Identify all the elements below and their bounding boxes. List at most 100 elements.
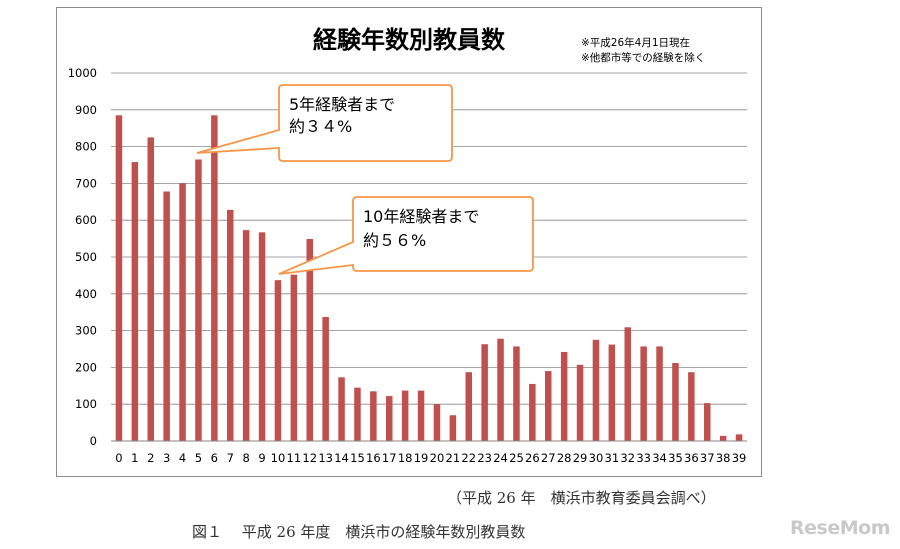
- bar-year-13: [322, 316, 329, 441]
- bar-year-4: [179, 183, 186, 441]
- bar-year-32: [624, 327, 631, 441]
- callout-line-2: 約５６%: [363, 231, 426, 250]
- callout-line-2: 約３４%: [289, 117, 352, 136]
- bar-year-25: [513, 346, 520, 441]
- bar-year-5: [195, 159, 202, 442]
- bar-year-14: [338, 377, 345, 441]
- y-tick-label: 700: [75, 176, 97, 190]
- x-tick-label: 0: [115, 451, 122, 465]
- y-tick-label: 500: [75, 250, 97, 264]
- bar-year-29: [576, 364, 584, 441]
- bar-year-31: [608, 344, 616, 441]
- x-tick-label: 12: [302, 451, 317, 465]
- bar-year-17: [386, 396, 393, 441]
- bar-year-12: [306, 238, 313, 441]
- x-tick-label: 33: [636, 451, 651, 465]
- bar-year-19: [417, 390, 425, 441]
- bar-year-34: [656, 346, 663, 441]
- callout-5-years: 5年経験者まで 約３４%: [196, 84, 453, 162]
- x-tick-label: 21: [446, 451, 461, 465]
- bar-year-8: [242, 230, 250, 441]
- chart-note-date: ※平成26年4月1日現在: [581, 36, 690, 49]
- bar-year-28: [560, 351, 568, 441]
- x-tick-label: 39: [732, 451, 747, 465]
- x-tick-label: 26: [525, 451, 540, 465]
- bar-year-0: [115, 115, 123, 441]
- bar-year-38: [719, 435, 727, 441]
- x-tick-labels: 0 1 2 3 4 5 6 7 8 9 10 11 12 13 14 15 16 17 18 19 20 21 22 23 24…: [115, 451, 746, 465]
- x-tick-label: 8: [242, 451, 249, 465]
- bar-year-33: [640, 346, 647, 441]
- x-tick-label: 37: [700, 451, 715, 465]
- x-tick-label: 19: [414, 451, 429, 465]
- bar-year-2: [147, 137, 154, 441]
- x-tick-label: 2: [147, 451, 154, 465]
- x-tick-label: 34: [652, 451, 667, 465]
- x-tick-label: 3: [163, 451, 170, 465]
- x-tick-label: 22: [461, 451, 476, 465]
- x-tick-label: 36: [684, 451, 699, 465]
- x-tick-label: 24: [493, 451, 508, 465]
- x-tick-label: 6: [211, 451, 218, 465]
- bar-year-36: [688, 372, 695, 441]
- x-tick-label: 14: [334, 451, 349, 465]
- x-tick-label: 35: [668, 451, 683, 465]
- resemom-logo: ReseMom: [790, 517, 890, 539]
- callout-box: [278, 196, 534, 275]
- x-tick-label: 9: [258, 451, 265, 465]
- bar-year-11: [290, 274, 298, 441]
- x-tick-label: 30: [589, 451, 604, 465]
- y-tick-label: 200: [75, 360, 97, 374]
- bar-year-15: [354, 387, 361, 441]
- x-tick-label: 17: [382, 451, 397, 465]
- x-tick-label: 13: [318, 451, 333, 465]
- y-tick-label: 800: [75, 140, 97, 154]
- y-tick-label: 900: [75, 103, 97, 117]
- y-tick-label: 100: [75, 397, 97, 411]
- bar-year-22: [465, 372, 472, 441]
- x-tick-label: 25: [509, 451, 524, 465]
- x-tick-label: 7: [227, 451, 234, 465]
- y-tick-label: 0: [90, 434, 97, 448]
- bar-year-37: [704, 403, 711, 441]
- x-tick-label: 11: [287, 451, 302, 465]
- bar-year-23: [481, 344, 488, 441]
- y-tick-label: 300: [75, 324, 97, 338]
- x-tick-label: 16: [366, 451, 381, 465]
- bar-year-9: [258, 232, 266, 441]
- callout-box: [196, 84, 453, 162]
- callout-line-1: 10年経験者まで: [363, 207, 479, 226]
- bar-year-18: [401, 390, 409, 441]
- x-tick-label: 5: [195, 451, 202, 465]
- callout-line-1: 5年経験者まで: [289, 95, 395, 114]
- bars: [115, 115, 743, 442]
- x-tick-label: 23: [477, 451, 492, 465]
- figure-caption: 図１ 平成 26 年度 横浜市の経験年数別教員数: [192, 523, 526, 541]
- y-tick-label: 1000: [68, 66, 97, 80]
- callout-10-years: 10年経験者まで 約５６%: [278, 196, 534, 275]
- bar-year-30: [592, 339, 600, 441]
- x-tick-label: 27: [541, 451, 556, 465]
- bar-year-39: [735, 434, 743, 441]
- bar-year-7: [227, 209, 234, 441]
- source-note: （平成 26 年 横浜市教育委員会調べ）: [447, 489, 716, 507]
- bar-year-3: [163, 191, 170, 441]
- x-tick-label: 32: [620, 451, 635, 465]
- bar-year-1: [131, 162, 139, 441]
- y-tick-label: 600: [75, 213, 97, 227]
- bar-year-16: [370, 391, 377, 441]
- x-tick-label: 38: [716, 451, 731, 465]
- x-tick-label: 10: [271, 451, 286, 465]
- bar-year-21: [449, 415, 457, 441]
- bar-year-35: [672, 362, 679, 441]
- x-tick-label: 1: [131, 451, 138, 465]
- bar-year-10: [274, 280, 282, 441]
- x-tick-label: 20: [430, 451, 445, 465]
- bar-year-27: [545, 371, 552, 441]
- x-tick-label: 15: [350, 451, 365, 465]
- y-tick-labels: 0 100 200 300 400 500 600 700 800 900 1000: [68, 66, 97, 448]
- bar-year-24: [497, 338, 504, 441]
- chart-note-exclusion: ※他都市等での経験を除く: [581, 51, 705, 64]
